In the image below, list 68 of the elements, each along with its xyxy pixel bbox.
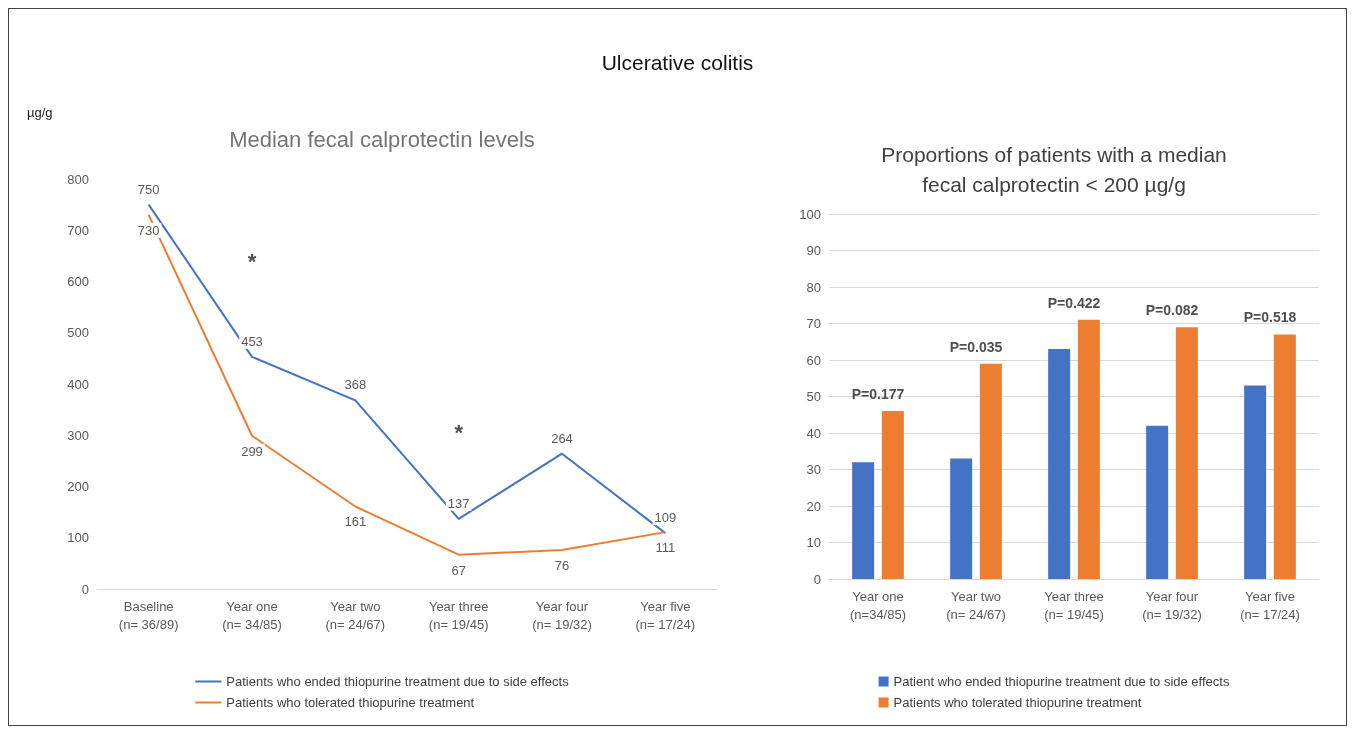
data-label: 264 bbox=[551, 430, 573, 446]
data-label: 137 bbox=[447, 495, 470, 511]
bar bbox=[1244, 385, 1267, 579]
y-tick-label: 300 bbox=[67, 427, 89, 443]
data-label: 730 bbox=[137, 222, 160, 238]
bar bbox=[1048, 349, 1071, 579]
data-label: 453 bbox=[241, 333, 263, 349]
y-tick-label: 500 bbox=[67, 325, 89, 341]
x-tick-label: Year one (n=34/85) bbox=[849, 588, 907, 622]
bar bbox=[1077, 319, 1100, 579]
y-tick-label: 40 bbox=[806, 425, 821, 441]
data-label: 111 bbox=[655, 540, 676, 556]
y-tick-label: 60 bbox=[806, 352, 821, 368]
legend-label: Patients who tolerated thiopurine treatment bbox=[226, 695, 475, 710]
data-label: 109 bbox=[654, 510, 677, 526]
x-tick-label: Year one (n= 34/85) bbox=[222, 598, 282, 632]
x-tick-label: Year two (n= 24/67) bbox=[325, 598, 386, 632]
data-label: 161 bbox=[344, 514, 367, 530]
annotation: P=0.035 bbox=[949, 338, 1003, 355]
y-tick-label: 10 bbox=[806, 535, 821, 550]
data-label: 299 bbox=[241, 443, 263, 459]
y-tick-label: 800 bbox=[67, 171, 89, 187]
bar bbox=[950, 458, 973, 579]
x-tick-label: Year five (n= 17/24) bbox=[1240, 588, 1300, 622]
x-tick-label: Year three (n= 19/45) bbox=[1044, 588, 1104, 622]
x-tick-label: Year two (n= 24/67) bbox=[946, 588, 1006, 622]
legend-label: Patients who tolerated thiopurine treatment bbox=[893, 695, 1142, 710]
x-tick-label: Year four (n= 19/32) bbox=[532, 598, 592, 632]
y-axis-title: µg/g bbox=[27, 105, 53, 120]
annotation: P=0.177 bbox=[851, 386, 905, 403]
y-tick-label: 700 bbox=[67, 222, 89, 238]
chart-title: Proportions of patients with a median fecal calprotectin < 200 µg/g bbox=[881, 142, 1227, 196]
x-tick-label: Year five (n= 17/24) bbox=[635, 598, 696, 632]
y-tick-label: 100 bbox=[67, 530, 89, 546]
y-tick-label: 0 bbox=[813, 571, 821, 587]
text: Ulcerative colitis bbox=[600, 51, 755, 75]
annotation: P=0.422 bbox=[1047, 294, 1101, 311]
y-tick-label: 30 bbox=[806, 462, 821, 477]
x-tick-label: Year three (n= 19/45) bbox=[428, 598, 489, 632]
y-tick-label: 100 bbox=[799, 206, 821, 222]
x-tick-label: Baseline (n= 36/89) bbox=[118, 598, 179, 632]
y-tick-label: 50 bbox=[806, 389, 821, 404]
y-tick-label: 200 bbox=[67, 479, 89, 494]
x-tick-label: Year four (n= 19/32) bbox=[1142, 588, 1202, 622]
bar bbox=[1175, 327, 1198, 579]
y-tick-label: 0 bbox=[81, 581, 89, 597]
legend-label: Patient who ended thiopurine treatment due to side effects bbox=[893, 674, 1230, 689]
y-tick-label: 20 bbox=[806, 498, 821, 514]
bar bbox=[1146, 425, 1169, 579]
bar bbox=[979, 363, 1002, 579]
annotation: * bbox=[247, 248, 257, 274]
y-tick-label: 90 bbox=[806, 243, 821, 258]
y-tick-label: 400 bbox=[67, 376, 89, 392]
annotation: * bbox=[454, 420, 464, 446]
bar bbox=[881, 411, 904, 579]
bar bbox=[1273, 334, 1296, 579]
chart-title: Median fecal calprotectin levels bbox=[229, 126, 535, 152]
data-label: 76 bbox=[554, 558, 570, 574]
annotation: P=0.082 bbox=[1145, 302, 1199, 319]
y-tick-label: 600 bbox=[67, 274, 89, 289]
y-tick-label: 70 bbox=[806, 316, 821, 331]
bar bbox=[852, 462, 875, 579]
data-label: 368 bbox=[344, 377, 367, 393]
legend-label: Patients who ended thiopurine treatment due to side effects bbox=[226, 674, 570, 689]
y-tick-label: 80 bbox=[806, 279, 821, 295]
data-label: 67 bbox=[451, 562, 466, 578]
annotation: P=0.518 bbox=[1243, 309, 1297, 326]
data-label: 750 bbox=[137, 181, 160, 197]
